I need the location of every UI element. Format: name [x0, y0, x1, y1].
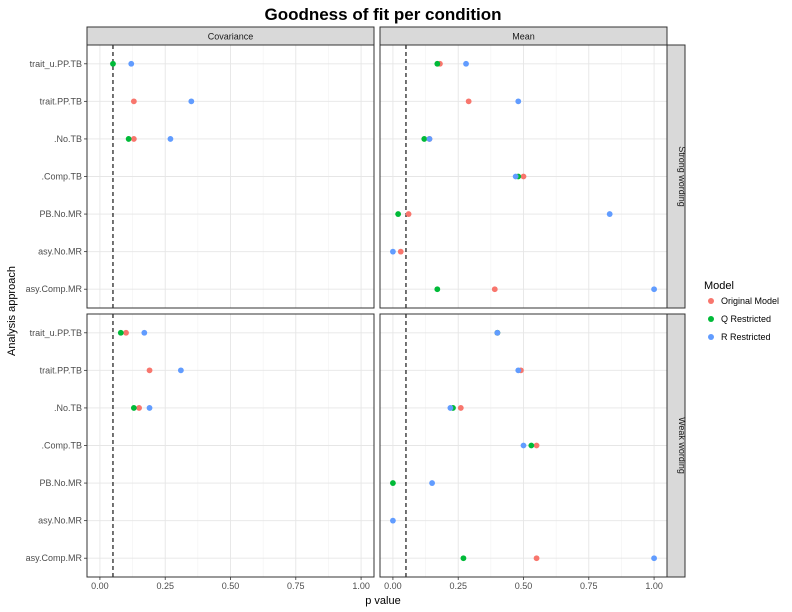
y-tick-label-asy-comp-mr: asy.Comp.MR [26, 553, 83, 563]
point-original-model-asy-no-mr [397, 248, 404, 255]
x-tick-label: 0.25 [156, 581, 174, 591]
y-tick-label-asy-comp-mr: asy.Comp.MR [26, 284, 83, 294]
y-tick-label-asy-no-mr: asy.No.MR [38, 247, 82, 257]
point-original-model-comp-tb [520, 173, 527, 180]
point-r-restricted-trait-u-pp-tb [128, 60, 135, 67]
x-tick-label: 0.75 [287, 581, 305, 591]
point-q-restricted-asy-comp-mr [460, 555, 467, 562]
panel-border [379, 44, 668, 309]
point-original-model-comp-tb [533, 442, 540, 449]
point-r-restricted-asy-comp-mr [651, 555, 657, 562]
point-r-restricted-trait-u-pp-tb [463, 60, 469, 67]
row-strip-label-weak-wording: Weak wording [677, 417, 687, 474]
legend-label-r-restricted: R Restricted [721, 332, 771, 342]
x-tick-label: 0.75 [580, 581, 598, 591]
point-q-restricted-pb-no-mr [390, 480, 396, 486]
legend-title: Model [704, 280, 734, 292]
point-q-restricted-trait-u-pp-tb [434, 60, 441, 67]
y-tick-label-asy-no-mr: asy.No.MR [38, 516, 82, 526]
x-tick-label: 0.50 [222, 581, 240, 591]
point-original-model-asy-comp-mr [491, 286, 498, 293]
point-original-model-trait-pp-tb [146, 367, 153, 374]
legend-key-r-restricted [708, 334, 714, 340]
x-tick-label: 1.00 [645, 581, 663, 591]
point-r-restricted-trait-pp-tb [188, 98, 195, 105]
panel-weak-wording-covariance [86, 313, 375, 578]
y-tick-label-trait-pp-tb: trait.PP.TB [40, 365, 82, 375]
point-q-restricted-trait-u-pp-tb [117, 329, 124, 336]
point-q-restricted-asy-comp-mr [434, 286, 441, 293]
facet-panels: Covariance Mean Strong wording Weak wording [86, 26, 687, 578]
legend-label-original-model: Original Model [721, 296, 779, 306]
legend-key-q-restricted [708, 316, 714, 322]
legend-label-q-restricted: Q Restricted [721, 314, 771, 324]
point-original-model-no-tb [457, 405, 464, 411]
panel-strong-wording-covariance [86, 44, 375, 309]
point-r-restricted-no-tb [447, 405, 454, 411]
panel-strong-wording-mean [379, 44, 668, 309]
point-original-model-trait-pp-tb [130, 98, 137, 105]
point-r-restricted-pb-no-mr [606, 211, 613, 217]
point-r-restricted-no-tb [426, 136, 433, 142]
x-tick-label: 0.25 [449, 581, 467, 591]
point-original-model-no-tb [136, 405, 142, 411]
point-r-restricted-pb-no-mr [429, 480, 435, 486]
point-r-restricted-comp-tb [520, 442, 527, 449]
point-q-restricted-no-tb [130, 405, 137, 411]
point-q-restricted-no-tb [125, 136, 132, 142]
point-r-restricted-trait-pp-tb [177, 367, 184, 374]
point-original-model-no-tb [130, 136, 137, 142]
point-q-restricted-trait-u-pp-tb [110, 60, 116, 67]
point-q-restricted-no-tb [421, 136, 428, 142]
legend: Model Original Model Q Restricted R Restri… [704, 280, 779, 342]
point-r-restricted-trait-u-pp-tb [494, 329, 501, 336]
point-r-restricted-comp-tb [512, 173, 519, 180]
column-strip-label-mean: Mean [512, 32, 535, 42]
y-tick-label-pb-no-mr: PB.No.MR [39, 209, 82, 219]
panel-weak-wording-mean [379, 313, 668, 578]
point-original-model-trait-pp-tb [465, 98, 472, 105]
y-tick-label-trait-u-pp-tb: trait_u.PP.TB [30, 59, 82, 69]
chart-title: Goodness of fit per condition [264, 5, 501, 24]
point-r-restricted-asy-no-mr [390, 248, 396, 255]
point-original-model-trait-u-pp-tb [123, 329, 129, 336]
y-tick-label-comp-tb: .Comp.TB [41, 172, 82, 182]
y-tick-label-trait-pp-tb: trait.PP.TB [40, 96, 82, 106]
y-axis-title: Analysis approach [6, 266, 18, 356]
point-r-restricted-asy-no-mr [390, 517, 396, 524]
y-tick-label-no-tb: .No.TB [54, 403, 82, 413]
axis-ticks: trait_u.PP.TB trait.PP.TB .No.TB .Comp.TB PB… [26, 59, 663, 591]
point-r-restricted-asy-comp-mr [651, 286, 657, 293]
y-tick-label-trait-u-pp-tb: trait_u.PP.TB [30, 328, 82, 338]
point-r-restricted-no-tb [167, 136, 174, 142]
point-q-restricted-comp-tb [528, 442, 535, 449]
x-tick-label: 0.00 [91, 581, 109, 591]
point-r-restricted-no-tb [146, 405, 153, 411]
y-tick-label-pb-no-mr: PB.No.MR [39, 478, 82, 488]
point-r-restricted-trait-pp-tb [515, 367, 522, 374]
point-original-model-asy-comp-mr [533, 555, 540, 562]
y-tick-label-comp-tb: .Comp.TB [41, 441, 82, 451]
point-r-restricted-trait-u-pp-tb [141, 329, 148, 336]
column-strip-label-covariance: Covariance [208, 32, 254, 42]
x-axis-title: p value [365, 595, 400, 607]
x-tick-label: 0.50 [515, 581, 533, 591]
point-r-restricted-trait-pp-tb [515, 98, 522, 105]
x-tick-label: 0.00 [384, 581, 402, 591]
legend-key-original-model [708, 298, 714, 304]
point-q-restricted-pb-no-mr [395, 211, 402, 217]
row-strip-label-strong-wording: Strong wording [677, 146, 687, 207]
point-original-model-pb-no-mr [405, 211, 412, 217]
y-tick-label-no-tb: .No.TB [54, 134, 82, 144]
x-tick-label: 1.00 [352, 581, 370, 591]
